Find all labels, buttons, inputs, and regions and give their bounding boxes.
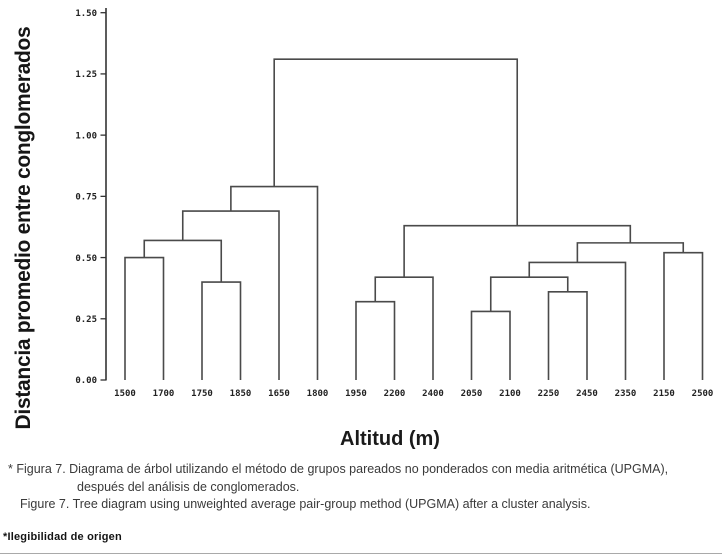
dendrogram-link (403, 224, 632, 278)
dendrogram-link (547, 291, 588, 380)
y-tick-label: 0.00 (75, 376, 97, 386)
x-tick-label: 2150 (653, 389, 675, 399)
x-tick-label: 1750 (191, 389, 213, 399)
dendrogram-link (124, 256, 165, 380)
dendrogram-link (374, 276, 434, 380)
y-tick-label: 0.50 (75, 254, 97, 264)
dendrogram-chart: 1.50 1.25 1.00 0.75 0.50 0.25 0.00 1500 1700 1750… (75, 8, 714, 399)
dendrogram-link (230, 185, 319, 380)
x-tick-label: 2400 (422, 389, 444, 399)
y-tick-label: 0.75 (75, 193, 97, 203)
x-tick-label: 1700 (153, 389, 175, 399)
y-tick-label: 1.50 (75, 9, 97, 19)
caption-spanish-line1: * Figura 7. Diagrama de árbol utilizando… (8, 462, 669, 476)
dendrogram-link (143, 239, 223, 283)
x-tick-label: 1950 (345, 389, 367, 399)
dendrogram-link (201, 281, 242, 380)
x-axis-title: Altitud (m) (340, 428, 440, 450)
x-tick-label: 1800 (307, 389, 329, 399)
x-tick-label: 2250 (538, 389, 560, 399)
x-tick-label: 1850 (230, 389, 252, 399)
dendrogram-link (470, 310, 511, 380)
y-tick-label: 1.25 (75, 70, 97, 80)
x-tick-label: 1650 (268, 389, 290, 399)
x-tick-label: 2450 (576, 389, 598, 399)
dendrogram-link (273, 58, 519, 226)
x-tick-label: 2200 (384, 389, 406, 399)
caption-english: Figure 7. Tree diagram using unweighted … (20, 497, 591, 511)
y-tick-label: 0.25 (75, 315, 97, 325)
y-tick-label: 1.00 (75, 131, 97, 141)
dendrogram-link (355, 300, 396, 380)
dendrogram-link (663, 251, 704, 380)
dendrogram-link (489, 276, 569, 312)
figure-caption: * Figura 7. Diagrama de árbol utilizando… (0, 461, 722, 514)
dendrogram-link (528, 261, 627, 380)
dendrogram-link (181, 210, 280, 380)
x-tick-label: 2050 (461, 389, 483, 399)
bottom-divider (0, 553, 722, 554)
illegibility-footnote: *Ilegibilidad de origen (3, 531, 122, 543)
x-tick-label: 2350 (615, 389, 637, 399)
caption-spanish-line2: después del análisis de conglomerados. (77, 479, 300, 494)
dendrogram-link (576, 242, 685, 263)
x-tick-label: 1500 (114, 389, 136, 399)
x-tick-label: 2100 (499, 389, 521, 399)
x-tick-label: 2500 (692, 389, 714, 399)
